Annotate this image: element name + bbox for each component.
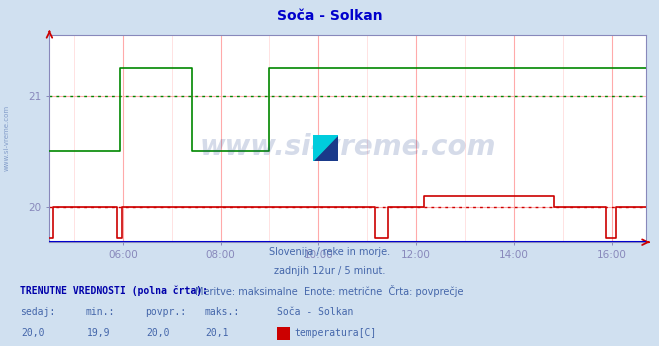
Text: 20,0: 20,0 <box>21 328 45 338</box>
Text: Meritve: maksimalne  Enote: metrične  Črta: povprečje: Meritve: maksimalne Enote: metrične Črta… <box>195 285 464 298</box>
Text: zadnjih 12ur / 5 minut.: zadnjih 12ur / 5 minut. <box>273 266 386 276</box>
Text: TRENUTNE VREDNOSTI (polna črta):: TRENUTNE VREDNOSTI (polna črta): <box>20 285 208 296</box>
Text: povpr.:: povpr.: <box>145 307 186 317</box>
Polygon shape <box>313 135 338 161</box>
Text: www.si-vreme.com: www.si-vreme.com <box>3 105 10 172</box>
Polygon shape <box>313 135 338 161</box>
Text: 19,9: 19,9 <box>87 328 111 338</box>
Text: min.:: min.: <box>86 307 115 317</box>
Text: Soča - Solkan: Soča - Solkan <box>277 9 382 22</box>
Text: Soča - Solkan: Soča - Solkan <box>277 307 353 317</box>
Text: maks.:: maks.: <box>204 307 239 317</box>
Text: temperatura[C]: temperatura[C] <box>295 328 377 338</box>
Text: www.si-vreme.com: www.si-vreme.com <box>200 133 496 161</box>
Text: Slovenija / reke in morje.: Slovenija / reke in morje. <box>269 247 390 257</box>
Text: 20,1: 20,1 <box>206 328 229 338</box>
Text: 20,0: 20,0 <box>146 328 170 338</box>
Text: sedaj:: sedaj: <box>20 307 55 317</box>
